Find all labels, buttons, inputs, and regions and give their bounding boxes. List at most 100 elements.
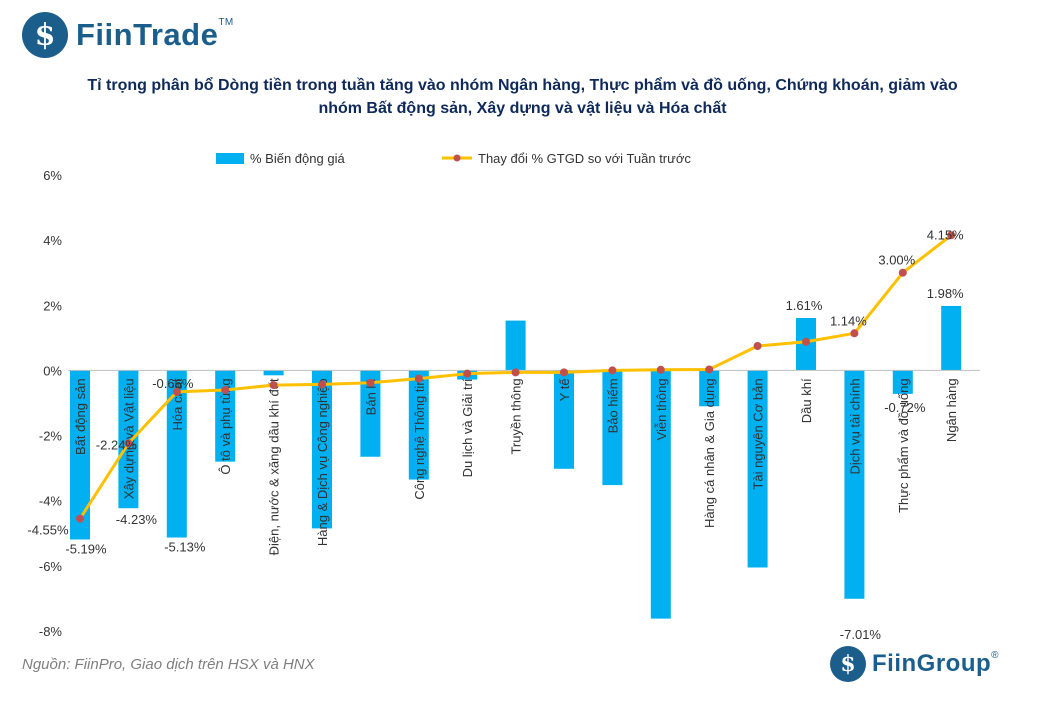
category-label: Y tế	[557, 378, 572, 402]
bars	[70, 305, 962, 619]
line-value-label: -4.55%	[27, 523, 69, 538]
category-label: Bảo hiểm	[605, 378, 620, 433]
brand-name-top: FiinTrade	[76, 17, 219, 52]
category-label: Dầu khí	[799, 378, 814, 423]
bar-value-label: -0.72%	[884, 400, 926, 415]
bar-value-label: -5.19%	[65, 541, 107, 556]
category-label: Hàng cá nhân & Gia dụng	[702, 378, 717, 528]
legend-bar-label: % Biến động giá	[250, 151, 345, 166]
y-axis: -8% -6% -4% -2% 0% 2% 4% 6%	[39, 168, 63, 639]
line-point	[608, 366, 617, 375]
y-tick-label: -2%	[39, 429, 63, 444]
line-point	[269, 381, 278, 390]
line-value-label: -0.66%	[152, 376, 194, 391]
bar	[892, 370, 913, 394]
category-label: Điện, nước & xăng dầu khí đốt	[267, 378, 282, 555]
line-point	[802, 337, 810, 346]
bar	[312, 370, 332, 529]
bar-value-label: -7.01%	[840, 627, 882, 642]
legend-line-marker	[453, 154, 461, 162]
bar-value-label: 1.98%	[927, 286, 964, 301]
category-label: Du lịch và Giải trí	[460, 378, 475, 477]
line-value-label: 1.14%	[830, 313, 867, 328]
bar	[70, 370, 90, 540]
line-value-labels: -4.55% -2.24% -0.66% 1.14% 3.00% 4.15%	[27, 227, 964, 537]
category-label: Xây dựng và Vật liệu	[121, 378, 136, 499]
bar-value-label: 1.61%	[786, 298, 823, 313]
line-point	[705, 365, 714, 374]
bar	[215, 370, 236, 462]
line-point	[366, 378, 375, 387]
y-tick-label: 0%	[43, 363, 62, 378]
bar	[118, 370, 139, 509]
bar-value-label: -5.13%	[164, 540, 206, 555]
category-label: Tài nguyên Cơ bản	[751, 378, 766, 489]
bar	[941, 305, 962, 371]
line-point	[753, 342, 762, 350]
line-point	[463, 369, 472, 378]
legend-bar-swatch	[216, 153, 244, 164]
category-label: Viễn thông	[654, 378, 669, 440]
bar	[263, 370, 284, 376]
bar	[844, 370, 865, 599]
chart-title: Tỉ trọng phân bổ Dòng tiền trong tuần tă…	[20, 74, 1025, 120]
line-point	[656, 365, 665, 374]
line-point	[124, 439, 133, 448]
fiintrade-logo: $ FiinTradeTM	[22, 10, 234, 60]
bar-value-labels: -5.19% -4.23% -5.13% 1.61% -7.01% -0.72% 1.98%	[65, 286, 964, 642]
bar	[505, 320, 526, 371]
y-tick-label: 6%	[43, 168, 62, 183]
category-labels: Bất động sản Xây dựng và Vật liệu Hóa chất…	[73, 378, 959, 556]
line-point	[511, 368, 520, 377]
legend: % Biến động giá Thay đổi % GTGD so với T…	[216, 151, 691, 166]
line-value-label: -2.24%	[96, 437, 138, 452]
bar-value-label: -4.23%	[116, 512, 158, 527]
bar	[602, 370, 623, 486]
line-path	[78, 234, 953, 520]
category-label: Hàng & Dịch vụ Công nghiệp	[315, 378, 330, 546]
category-label: Thực phẩm và đồ uống	[896, 378, 911, 512]
y-tick-label: -4%	[39, 494, 63, 509]
line-point	[947, 231, 956, 240]
bar	[747, 370, 768, 568]
y-tick-label: 4%	[43, 233, 62, 248]
chart-title-line1: Tỉ trọng phân bổ Dòng tiền trong tuần tă…	[87, 77, 958, 94]
y-tick-label: -6%	[39, 559, 63, 574]
line-point	[172, 387, 181, 396]
line-point	[898, 268, 907, 277]
category-label: Công nghệ Thông tin	[412, 378, 427, 499]
category-label: Bất động sản	[73, 378, 88, 455]
y-tick-label: -8%	[39, 624, 63, 639]
category-label: Dịch vụ tài chính	[847, 378, 862, 474]
line-point	[76, 514, 84, 523]
bar	[360, 370, 381, 457]
category-label: Ngân hàng	[944, 378, 959, 442]
line-series	[76, 231, 956, 523]
bar	[166, 370, 187, 538]
brand-name-bottom: FiinGroup	[872, 650, 992, 677]
category-label: Ô tô và phụ tùng	[218, 378, 233, 474]
fiintrade-logo-icon: $	[22, 12, 68, 58]
y-tick-label: 2%	[43, 298, 62, 313]
bar	[650, 370, 671, 619]
bar	[554, 370, 574, 469]
line-value-label: 4.15%	[927, 227, 964, 242]
source-note: Nguồn: FiinPro, Giao dịch trên HSX và HN…	[22, 656, 315, 673]
category-label: Truyền thông	[509, 378, 524, 454]
line-point	[560, 368, 568, 377]
fiingroup-logo-icon: $	[830, 646, 866, 682]
bar	[699, 370, 720, 407]
brand-tm: TM	[218, 17, 234, 28]
category-label: Bán lẻ	[363, 378, 378, 415]
line-point	[414, 374, 423, 383]
bar	[408, 370, 429, 480]
chart-title-line2: nhóm Bất động sản, Xây dựng và vật liệu …	[318, 100, 727, 117]
line-point	[221, 385, 230, 394]
fiingroup-logo: $ FiinGroup®	[830, 646, 999, 682]
line-point	[318, 380, 326, 389]
line-value-label: 3.00%	[878, 253, 915, 268]
legend-line-label: Thay đổi % GTGD so với Tuần trước	[478, 151, 691, 166]
line-point	[850, 329, 859, 338]
brand-reg: ®	[991, 650, 1000, 661]
